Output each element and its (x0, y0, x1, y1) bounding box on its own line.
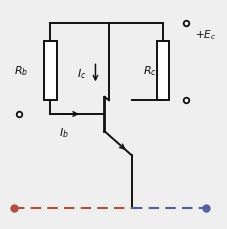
Text: $I_b$: $I_b$ (59, 126, 69, 140)
Text: $R_c$: $R_c$ (143, 64, 157, 78)
Text: $+E_c$: $+E_c$ (195, 28, 216, 42)
Text: $R_b$: $R_b$ (14, 64, 28, 78)
Bar (44, 42, 57, 101)
Text: $I_c$: $I_c$ (77, 67, 86, 80)
Bar (157, 42, 169, 101)
